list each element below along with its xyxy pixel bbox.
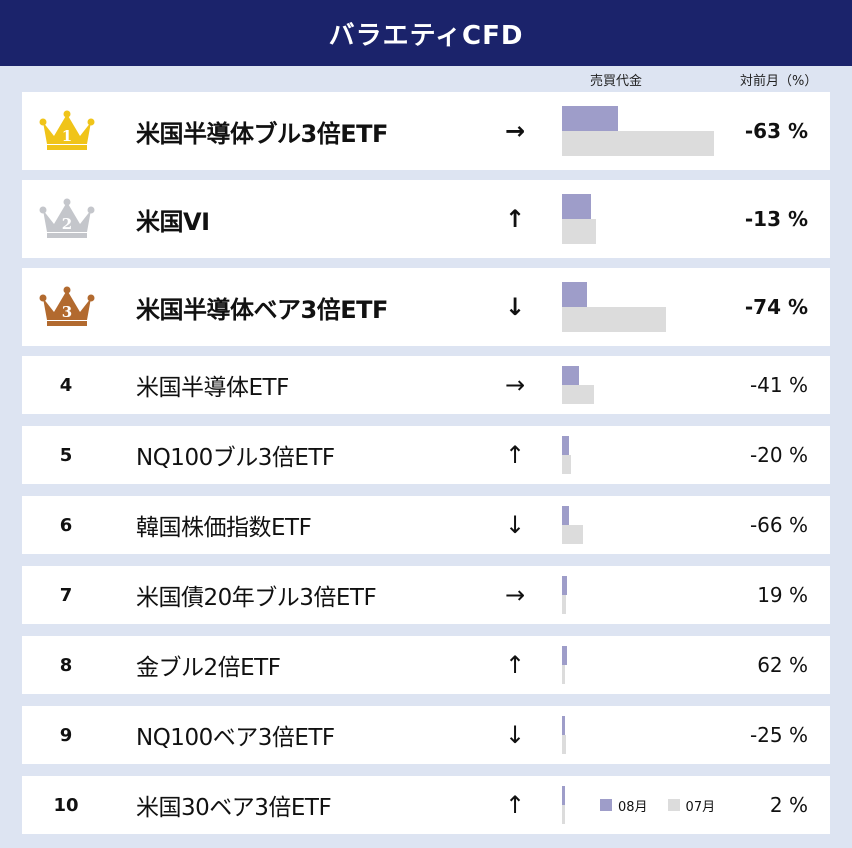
legend-swatch-08 — [600, 799, 612, 811]
bar-07 — [562, 665, 565, 684]
trend-arrow-icon: ↓ — [504, 511, 526, 539]
trend-arrow-icon: ↑ — [504, 441, 526, 469]
page-title: バラエティCFD — [0, 0, 852, 66]
trend-arrow-icon: → — [504, 371, 526, 399]
item-name: 米国半導体ブル3倍ETF — [136, 119, 388, 148]
bar-08 — [562, 282, 587, 307]
ranking-row: 4 米国半導体ETF → -41 % — [22, 356, 830, 414]
legend-label-07: 07月 — [685, 799, 716, 815]
ranking-row: 6 韓国株価指数ETF ↓ -66 % — [22, 496, 830, 554]
crown-icon: 3 — [39, 286, 95, 326]
bar-07 — [562, 455, 571, 474]
trend-arrow-icon: ↓ — [504, 721, 526, 749]
bar-08 — [562, 576, 567, 595]
item-name: 米国半導体ETF — [136, 375, 289, 401]
item-name: 米国半導体ベア3倍ETF — [136, 295, 388, 324]
change-percent: 62 % — [757, 653, 808, 677]
crown-icon: 1 — [39, 110, 95, 150]
bar-08 — [562, 716, 565, 735]
item-name: 米国30ベア3倍ETF — [136, 795, 332, 821]
bar-08 — [562, 646, 567, 665]
bar-08 — [562, 786, 565, 805]
bar-07 — [562, 805, 565, 824]
trend-arrow-icon: ↓ — [504, 293, 526, 321]
rank-crown: 1 — [22, 92, 110, 170]
item-name: 金ブル2倍ETF — [136, 655, 281, 681]
bar-08 — [562, 366, 579, 385]
change-percent: -66 % — [749, 513, 808, 537]
trend-arrow-icon: ↑ — [504, 791, 526, 819]
item-name: 韓国株価指数ETF — [136, 515, 312, 541]
ranking-row: 9 NQ100ベア3倍ETF ↓ -25 % — [22, 706, 830, 764]
item-name: 米国債20年ブル3倍ETF — [136, 585, 377, 611]
change-percent: 19 % — [757, 583, 808, 607]
bar-07 — [562, 595, 566, 614]
crown-icon: 2 — [39, 198, 95, 238]
rank-number: 4 — [59, 374, 73, 396]
ranking-row: 10 米国30ベア3倍ETF ↑ 08月 07月 2 % — [22, 776, 830, 834]
change-percent: -13 % — [744, 207, 808, 231]
change-percent: -74 % — [744, 295, 808, 319]
legend-label-08: 08月 — [618, 799, 648, 815]
bar-08 — [562, 106, 618, 131]
ranking-row: 2 米国VI ↑ -13 % — [22, 180, 830, 258]
trend-arrow-icon: → — [504, 581, 526, 609]
rank-number: 6 — [59, 514, 73, 536]
trend-arrow-icon: ↑ — [504, 205, 526, 233]
bar-07 — [562, 307, 666, 332]
ranking-row: 8 金ブル2倍ETF ↑ 62 % — [22, 636, 830, 694]
change-percent: -25 % — [749, 723, 808, 747]
item-name: NQ100ブル3倍ETF — [136, 445, 335, 471]
trend-arrow-icon: ↑ — [504, 651, 526, 679]
item-name: NQ100ベア3倍ETF — [136, 725, 335, 751]
bar-07 — [562, 385, 594, 404]
change-percent: -20 % — [749, 443, 808, 467]
svg-text:2: 2 — [62, 215, 72, 233]
legend-swatch-07 — [667, 799, 680, 811]
rank-crown: 2 — [22, 180, 110, 258]
svg-text:3: 3 — [62, 303, 72, 321]
bar-07 — [562, 131, 714, 156]
ranking-row: 3 米国半導体ベア3倍ETF ↓ -74 % — [22, 268, 830, 346]
bar-08 — [562, 436, 569, 455]
trend-arrow-icon: → — [504, 117, 526, 145]
bar-08 — [562, 194, 591, 219]
ranking-row: 5 NQ100ブル3倍ETF ↑ -20 % — [22, 426, 830, 484]
svg-text:1: 1 — [62, 127, 72, 145]
rank-number: 7 — [59, 584, 73, 606]
rank-number: 9 — [59, 724, 73, 746]
rank-number: 5 — [59, 444, 73, 466]
column-header-volume: 売買代金 — [590, 74, 643, 89]
chart-legend: 08月 07月 — [600, 776, 715, 834]
rank-number: 8 — [59, 654, 73, 676]
rank-number: 10 — [53, 794, 79, 816]
change-percent: 2 % — [769, 793, 808, 817]
bar-07 — [562, 735, 566, 754]
rank-crown: 3 — [22, 268, 110, 346]
change-percent: -41 % — [749, 373, 808, 397]
bar-08 — [562, 506, 569, 525]
change-percent: -63 % — [744, 119, 808, 143]
ranking-row: 7 米国債20年ブル3倍ETF → 19 % — [22, 566, 830, 624]
column-header-mom: 対前月（%） — [740, 74, 818, 89]
bar-07 — [562, 219, 596, 244]
ranking-row: 1 米国半導体ブル3倍ETF → -63 % — [22, 92, 830, 170]
item-name: 米国VI — [136, 207, 210, 236]
bar-07 — [562, 525, 583, 544]
